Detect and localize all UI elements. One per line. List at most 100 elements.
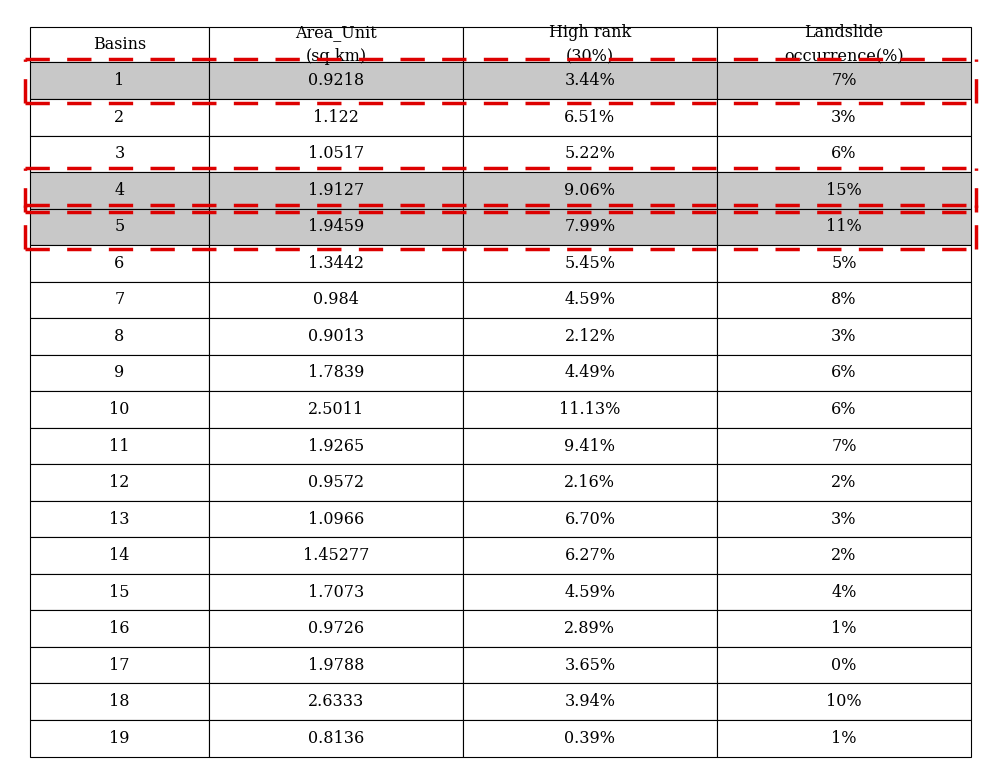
Bar	[30, 391, 209, 428]
Bar	[209, 574, 462, 611]
Text: 11: 11	[109, 438, 130, 455]
Text: 9: 9	[114, 364, 124, 381]
Bar	[209, 172, 462, 208]
Text: 2.6333: 2.6333	[307, 693, 364, 710]
Bar	[30, 501, 209, 537]
Bar	[462, 172, 717, 208]
Bar	[209, 282, 462, 318]
Text: 4.59%: 4.59%	[565, 291, 616, 308]
Text: 1.45277: 1.45277	[302, 547, 369, 564]
Text: 1.122: 1.122	[313, 109, 358, 126]
Bar	[462, 428, 717, 464]
Text: 1.3442: 1.3442	[308, 255, 363, 272]
Bar	[717, 245, 971, 282]
Bar	[209, 27, 462, 63]
Text: 3%: 3%	[831, 328, 857, 345]
Text: 0.9218: 0.9218	[307, 73, 364, 90]
Text: 15%: 15%	[826, 181, 862, 199]
Bar	[462, 136, 717, 172]
Text: 10%: 10%	[826, 693, 862, 710]
Bar	[462, 537, 717, 574]
Bar	[30, 172, 209, 208]
Bar	[30, 611, 209, 647]
Text: 9.41%: 9.41%	[565, 438, 616, 455]
Text: 5: 5	[114, 218, 124, 235]
Bar	[30, 537, 209, 574]
Bar	[462, 464, 717, 501]
Text: 2.12%: 2.12%	[565, 328, 616, 345]
Bar	[209, 501, 462, 537]
Bar	[30, 208, 209, 245]
Bar	[717, 136, 971, 172]
Bar	[209, 354, 462, 391]
Text: 3%: 3%	[831, 109, 857, 126]
Text: 1.9459: 1.9459	[307, 218, 364, 235]
Bar	[462, 63, 717, 99]
Bar	[717, 318, 971, 354]
Text: 1%: 1%	[831, 620, 857, 637]
Text: 11.13%: 11.13%	[560, 401, 621, 418]
Bar	[717, 63, 971, 99]
Text: 2.16%: 2.16%	[565, 474, 616, 491]
Bar	[462, 391, 717, 428]
Text: 6.27%: 6.27%	[565, 547, 616, 564]
Bar	[30, 245, 209, 282]
Bar	[717, 574, 971, 611]
Bar	[462, 611, 717, 647]
Text: 6%: 6%	[831, 145, 857, 162]
Text: 9.06%: 9.06%	[565, 181, 616, 199]
Bar	[462, 574, 717, 611]
Text: 4.49%: 4.49%	[565, 364, 616, 381]
Bar	[209, 63, 462, 99]
Text: 13: 13	[109, 510, 130, 527]
Text: 1.0966: 1.0966	[307, 510, 364, 527]
Bar	[209, 99, 462, 136]
Text: 0.9572: 0.9572	[307, 474, 364, 491]
Text: 18: 18	[109, 693, 130, 710]
Text: 5%: 5%	[831, 255, 857, 272]
Bar	[209, 611, 462, 647]
Text: 0.984: 0.984	[313, 291, 358, 308]
Text: 4: 4	[114, 181, 124, 199]
Bar	[30, 464, 209, 501]
Text: High rank
(30%): High rank (30%)	[549, 25, 631, 65]
Bar	[717, 501, 971, 537]
Text: 1.9127: 1.9127	[307, 181, 364, 199]
Text: 6.51%: 6.51%	[565, 109, 616, 126]
Text: 2%: 2%	[831, 474, 857, 491]
Bar	[209, 208, 462, 245]
Text: 0%: 0%	[831, 657, 857, 674]
Text: 2.5011: 2.5011	[307, 401, 364, 418]
Text: 5.22%: 5.22%	[565, 145, 616, 162]
Bar	[209, 428, 462, 464]
Bar	[209, 647, 462, 683]
Text: 2.89%: 2.89%	[565, 620, 616, 637]
Bar	[717, 391, 971, 428]
Text: 7%: 7%	[831, 73, 857, 90]
Text: 7%: 7%	[831, 438, 857, 455]
Text: 3.94%: 3.94%	[565, 693, 616, 710]
Bar	[462, 501, 717, 537]
Bar	[30, 574, 209, 611]
Bar	[717, 99, 971, 136]
Bar	[30, 282, 209, 318]
Bar	[462, 208, 717, 245]
Bar	[30, 136, 209, 172]
Text: 1.9788: 1.9788	[307, 657, 364, 674]
Bar	[209, 683, 462, 720]
Bar	[462, 282, 717, 318]
Text: 1%: 1%	[831, 730, 857, 747]
Text: 1.0517: 1.0517	[307, 145, 364, 162]
Text: Area_Unit
(sq.km): Area_Unit (sq.km)	[295, 25, 376, 65]
Bar	[30, 683, 209, 720]
Bar	[462, 720, 717, 757]
Text: 4.59%: 4.59%	[565, 584, 616, 601]
Text: 1.7839: 1.7839	[307, 364, 364, 381]
Bar	[717, 208, 971, 245]
Bar	[462, 27, 717, 63]
Text: 1.7073: 1.7073	[307, 584, 364, 601]
Text: 8: 8	[114, 328, 124, 345]
Text: 0.8136: 0.8136	[307, 730, 364, 747]
Text: 6: 6	[114, 255, 124, 272]
Text: 1.9265: 1.9265	[307, 438, 364, 455]
